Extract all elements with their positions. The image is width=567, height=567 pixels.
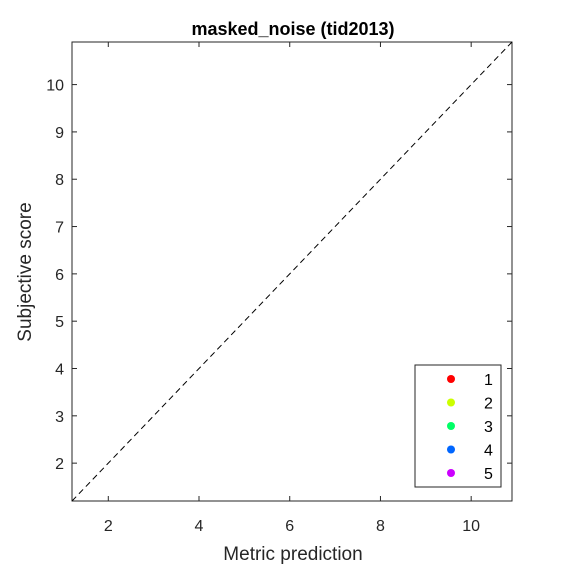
legend-marker-4 — [447, 445, 455, 454]
legend-label-5: 5 — [484, 466, 493, 483]
x-axis-label: Metric prediction — [223, 544, 362, 565]
legend-marker-5 — [447, 469, 455, 477]
y-tick-label: 3 — [55, 409, 64, 426]
y-axis-label: Subjective score — [15, 202, 36, 341]
legend-marker-2 — [447, 398, 455, 407]
legend-label-2: 2 — [484, 396, 493, 413]
x-tick-label: 10 — [462, 518, 480, 535]
legend-label-4: 4 — [484, 443, 493, 460]
y-tick-label: 9 — [55, 125, 64, 142]
legend-box — [414, 364, 502, 488]
chart-title: masked_noise (tid2013) — [191, 19, 394, 39]
x-axis-ticks: 2 4 6 8 10 — [104, 42, 480, 535]
reference-line-group — [71, 41, 513, 502]
x-tick-label: 8 — [376, 518, 385, 535]
y-tick-label: 7 — [55, 220, 64, 237]
y-tick-label: 8 — [55, 172, 64, 189]
legend-marker-3 — [447, 422, 455, 430]
y-tick-label: 4 — [55, 362, 64, 379]
y-tick-label: 5 — [55, 314, 64, 331]
y-tick-label: 2 — [55, 456, 64, 473]
legend-label-1: 1 — [484, 372, 493, 389]
y-tick-label: 6 — [55, 267, 64, 284]
x-tick-label: 4 — [195, 518, 204, 535]
diagonal-reference-line — [71, 41, 513, 502]
y-axis-ticks: 2 3 4 5 6 7 8 9 10 — [46, 78, 512, 473]
legend-marker-1 — [447, 375, 455, 383]
y-tick-label: 10 — [46, 78, 64, 95]
x-tick-label: 6 — [285, 518, 294, 535]
legend: 1 2 3 4 5 — [414, 364, 502, 488]
x-tick-label: 2 — [104, 518, 113, 535]
legend-label-3: 3 — [484, 419, 493, 436]
